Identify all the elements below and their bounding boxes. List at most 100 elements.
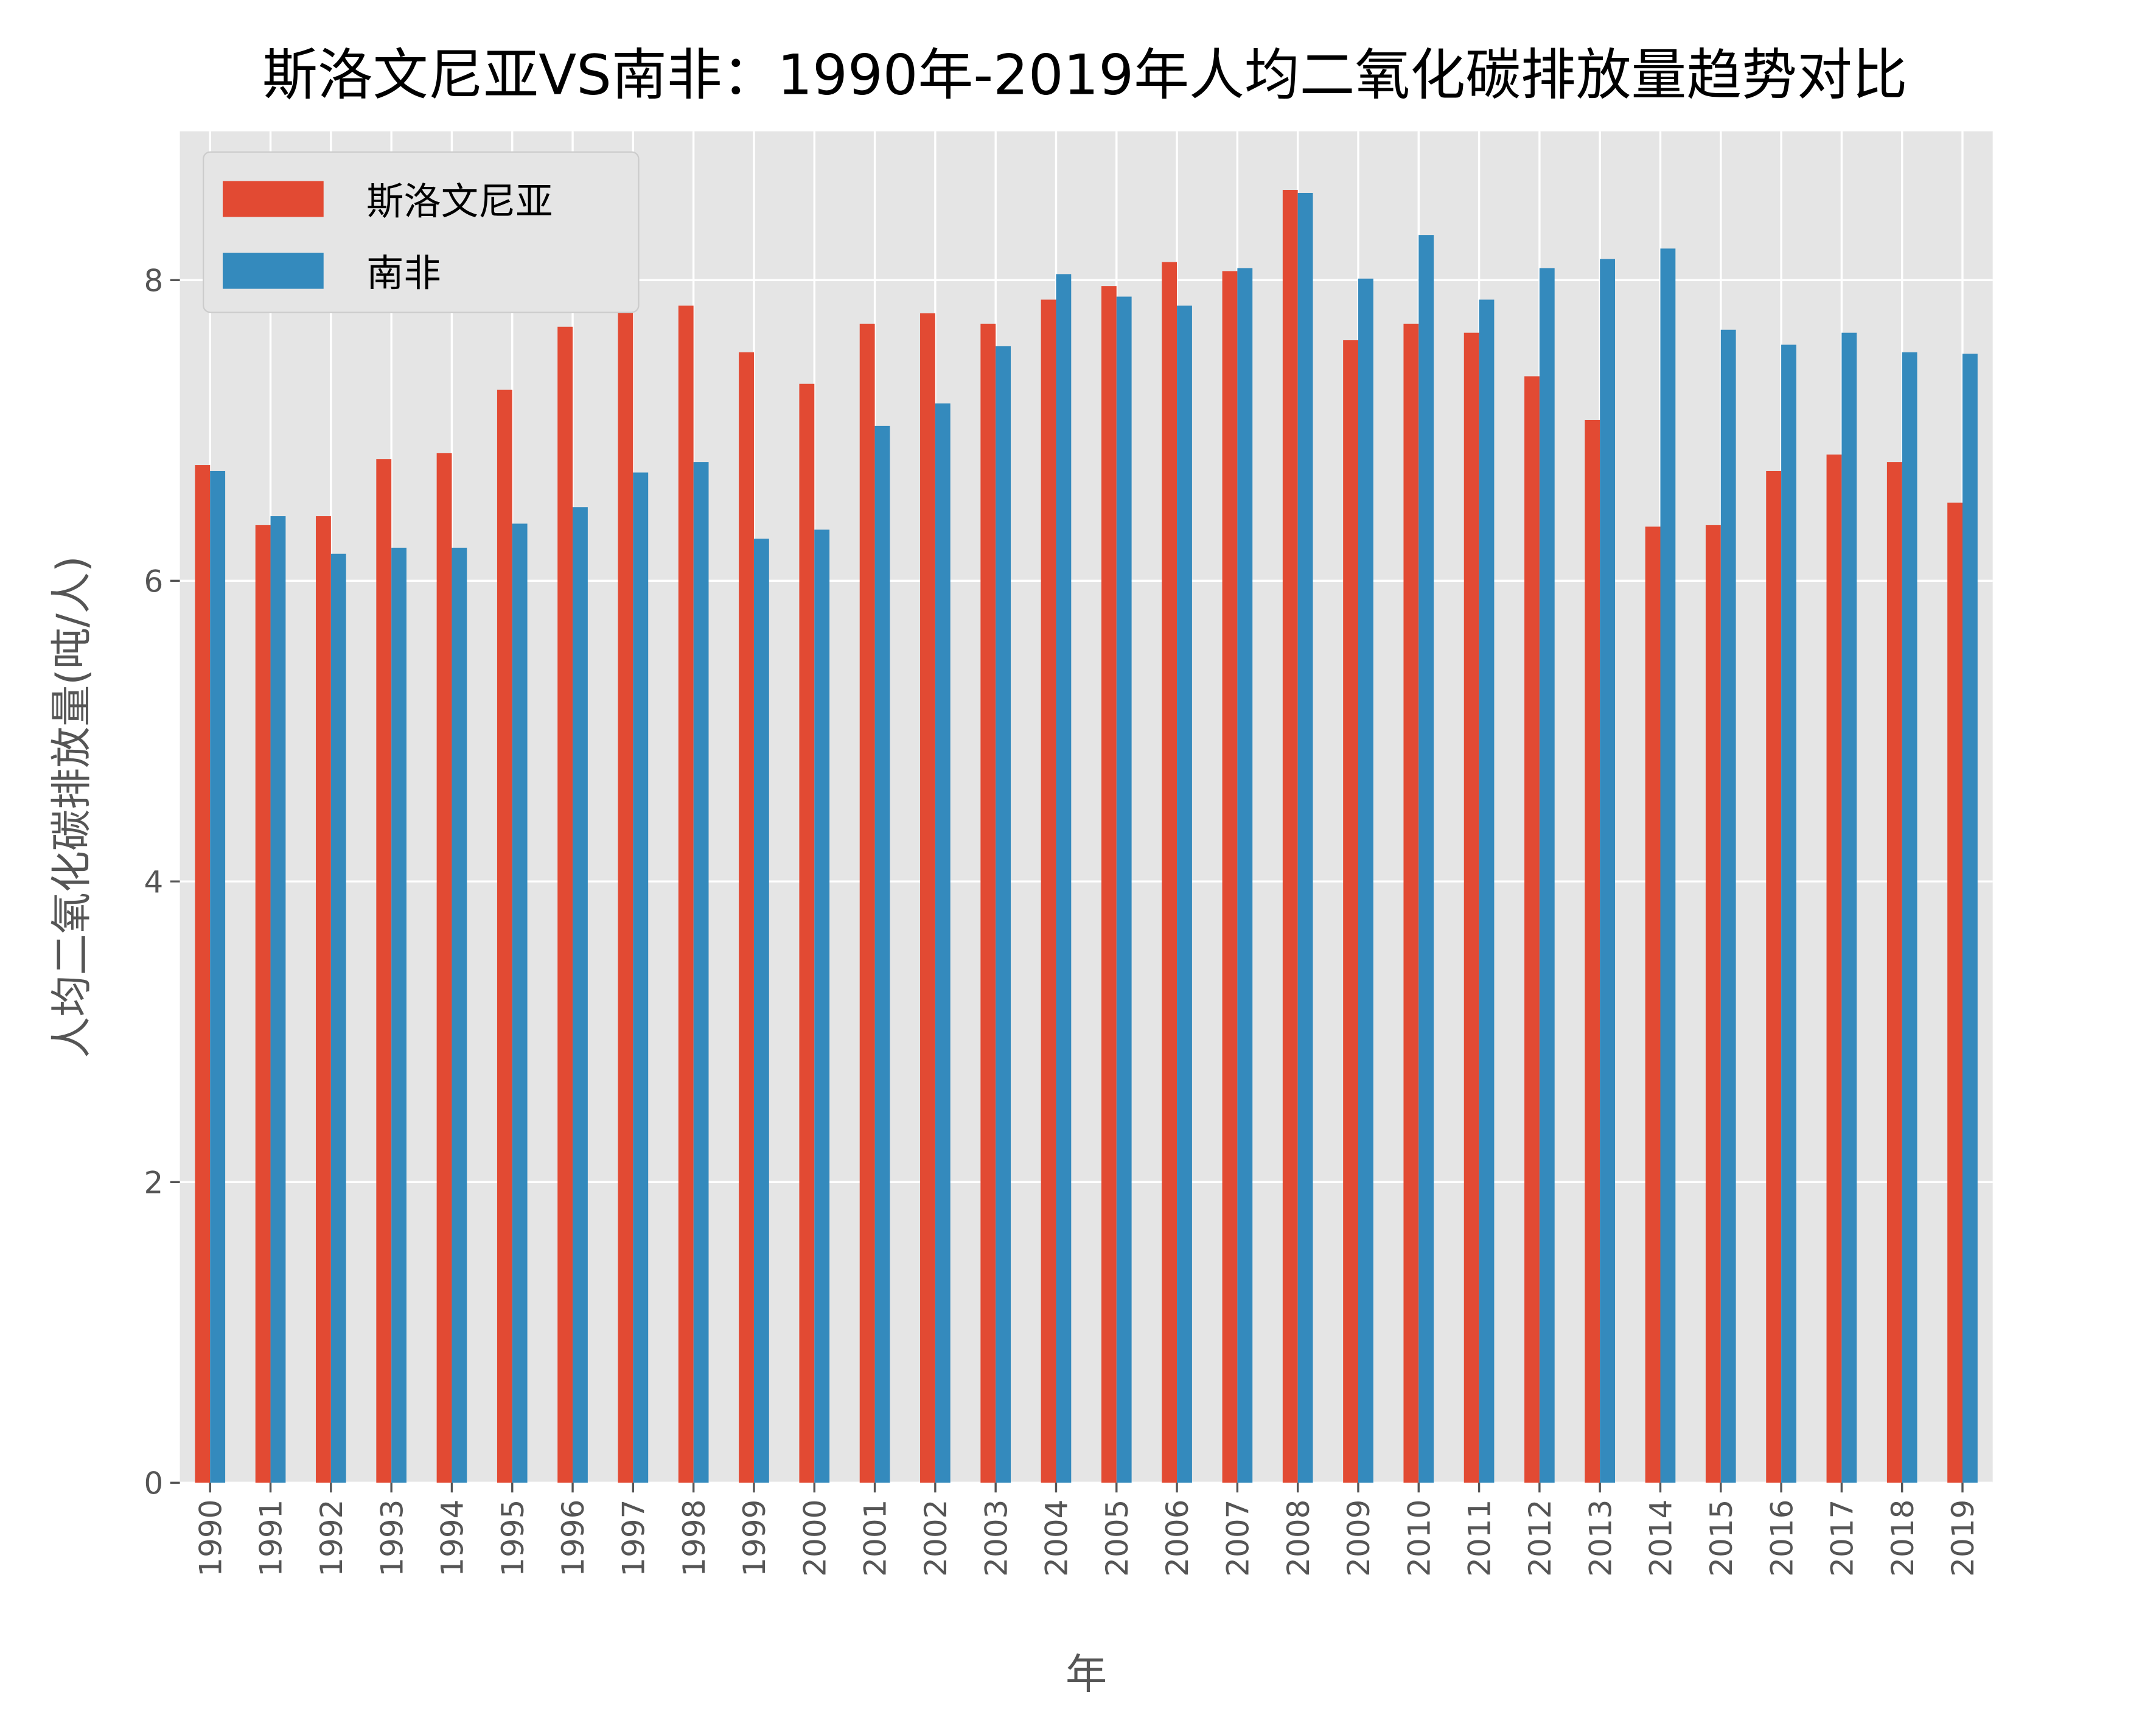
x-tick-label: 2007 [1221,1500,1256,1577]
y-axis-label: 人均二氧化碳排放量(吨/人) [48,556,96,1058]
x-tick-label: 1992 [314,1500,349,1577]
bar-south-africa-2016 [1781,344,1796,1483]
bar-slovenia-2019 [1947,502,1962,1483]
bar-south-africa-2010 [1418,235,1434,1483]
bar-slovenia-2003 [980,323,996,1483]
x-tick-label: 1991 [254,1500,289,1577]
bar-slovenia-2016 [1766,470,1782,1483]
x-tick-label: 1997 [616,1500,652,1577]
x-tick-label: 2019 [1945,1500,1981,1577]
bar-south-africa-2019 [1962,354,1978,1483]
bar-slovenia-2011 [1463,332,1479,1483]
bar-south-africa-2017 [1841,332,1857,1483]
bar-south-africa-1994 [452,547,467,1483]
bar-slovenia-1994 [436,453,452,1483]
bar-south-africa-1992 [330,553,346,1483]
bar-slovenia-2015 [1705,525,1721,1483]
legend-label-slovenia: 斯洛文尼亚 [366,180,553,223]
bar-south-africa-1996 [573,507,588,1483]
bar-slovenia-1992 [316,516,331,1483]
chart-title: 斯洛文尼亚VS南非：1990年-2019年人均二氧化碳排放量趋势对比 [262,43,1907,107]
bar-slovenia-2009 [1343,340,1358,1483]
legend-swatch-slovenia [222,181,324,217]
bar-south-africa-1999 [753,539,769,1483]
x-tick-label: 1996 [556,1500,591,1577]
y-tick-label: 8 [144,263,164,298]
bar-slovenia-2007 [1222,271,1238,1483]
y-tick-label: 4 [144,864,164,900]
bar-slovenia-2006 [1162,262,1177,1483]
bar-slovenia-2000 [799,383,815,1483]
bar-slovenia-1998 [678,306,694,1483]
x-tick-label: 1999 [737,1500,772,1577]
bar-slovenia-2018 [1886,462,1902,1483]
bar-south-africa-2011 [1479,299,1495,1483]
x-tick-label: 1990 [193,1500,228,1577]
bar-slovenia-2013 [1585,419,1600,1483]
x-tick-label: 2004 [1039,1500,1075,1577]
bar-slovenia-2005 [1101,286,1117,1483]
x-tick-label: 2005 [1100,1500,1135,1577]
x-tick-label: 1998 [677,1500,712,1577]
x-tick-label: 2017 [1825,1500,1860,1577]
bar-south-africa-2004 [1056,274,1072,1483]
bar-south-africa-2008 [1297,192,1313,1483]
x-tick-label: 1993 [374,1500,410,1577]
x-tick-label: 2011 [1462,1500,1498,1577]
bar-slovenia-2014 [1645,526,1661,1483]
x-tick-label: 1995 [495,1500,531,1577]
plot-area [180,131,1993,1483]
legend-swatch-south-africa [222,253,324,289]
x-tick-label: 2012 [1523,1500,1558,1577]
x-axis-label: 年 [1066,1651,1107,1699]
y-tick-label: 2 [144,1165,164,1201]
x-tick-label: 1994 [435,1500,470,1577]
bar-slovenia-2012 [1524,376,1540,1483]
bar-slovenia-2010 [1403,323,1419,1483]
bar-south-africa-2003 [996,346,1011,1483]
bar-slovenia-2004 [1041,299,1056,1483]
bar-south-africa-1995 [512,523,528,1483]
x-tick-label: 2006 [1160,1500,1195,1577]
bar-slovenia-2017 [1826,454,1842,1483]
bar-slovenia-1995 [497,390,512,1483]
bar-south-africa-2001 [874,425,890,1483]
y-tick-label: 6 [144,564,164,599]
bar-south-africa-2009 [1358,278,1373,1483]
x-tick-label: 2000 [797,1500,832,1577]
bar-slovenia-2001 [859,323,875,1483]
bar-south-africa-1991 [270,516,286,1483]
bar-slovenia-1990 [195,465,211,1483]
x-tick-label: 2010 [1401,1500,1437,1577]
legend: 斯洛文尼亚 南非 [203,151,640,313]
x-tick-label: 2016 [1764,1500,1799,1577]
x-tick-label: 2013 [1583,1500,1618,1577]
bar-slovenia-1991 [255,525,271,1483]
x-tick-label: 2009 [1341,1500,1376,1577]
bar-south-africa-2007 [1237,268,1253,1483]
legend-label-south-africa: 南非 [366,252,441,295]
bar-slovenia-2008 [1282,190,1298,1483]
bar-slovenia-1997 [618,292,633,1483]
bar-south-africa-2018 [1902,352,1917,1483]
x-tick-label: 2008 [1281,1500,1316,1577]
x-tick-label: 2015 [1704,1500,1739,1577]
bar-south-africa-2000 [814,529,830,1483]
bar-south-africa-2002 [935,403,951,1483]
bar-south-africa-1998 [693,462,709,1483]
bar-slovenia-2002 [920,313,935,1483]
bar-south-africa-2012 [1539,268,1555,1483]
bar-south-africa-2015 [1720,329,1736,1483]
bar-south-africa-1997 [633,472,649,1483]
bar-south-africa-1990 [210,470,226,1483]
x-tick-label: 2003 [979,1500,1014,1577]
bar-south-africa-2005 [1116,296,1132,1483]
x-tick-label: 2001 [858,1500,893,1577]
bar-south-africa-2014 [1660,248,1676,1483]
bar-slovenia-1999 [739,352,754,1483]
y-tick-label: 0 [144,1466,164,1501]
x-tick-label: 2002 [918,1500,954,1577]
bar-slovenia-1996 [557,326,573,1483]
bar-slovenia-1993 [376,459,392,1483]
